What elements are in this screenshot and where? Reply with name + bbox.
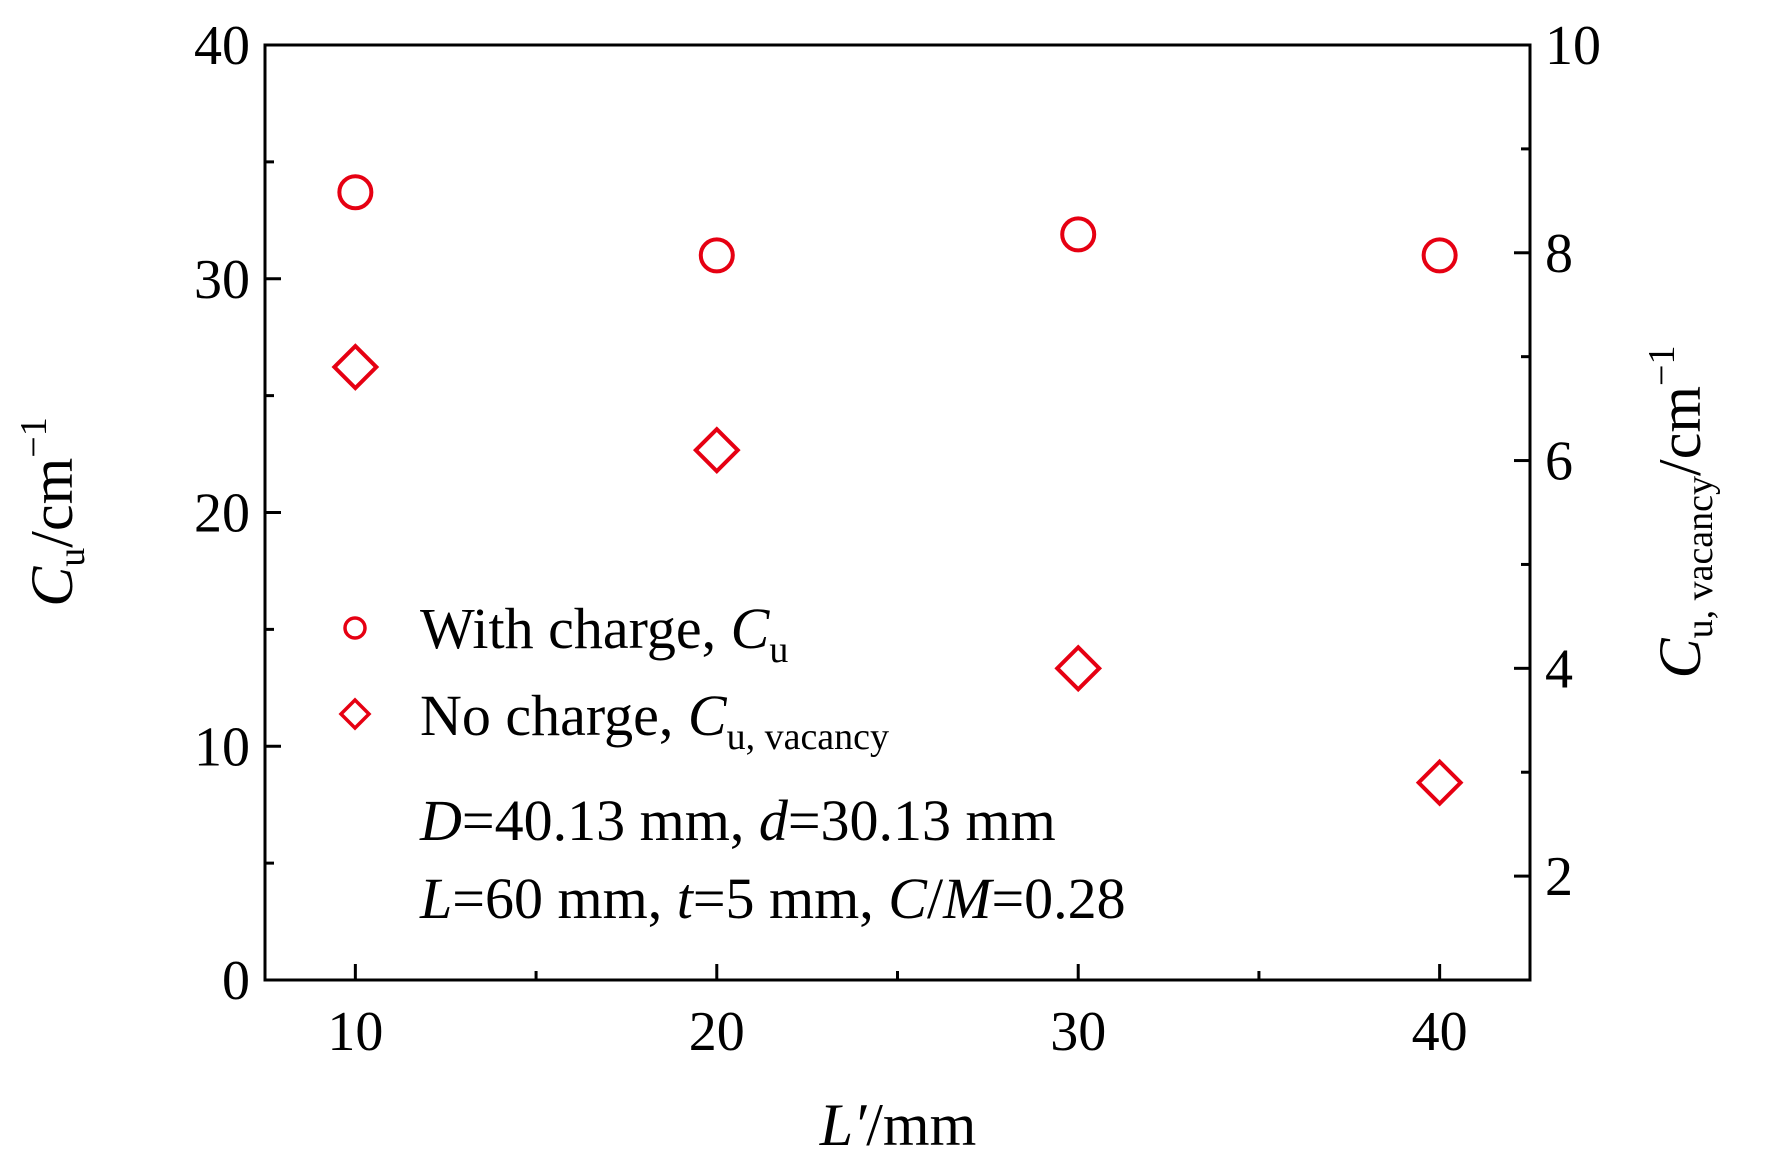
legend-label-no-charge: No charge, Cu, vacancy bbox=[420, 683, 889, 758]
point-with-charge bbox=[698, 237, 735, 274]
right-y-axis-title: Cu, vacancy/cm−1 bbox=[1641, 346, 1721, 679]
point-no-charge bbox=[1054, 644, 1103, 693]
y-left-tick-label: 40 bbox=[194, 15, 250, 77]
legend-circle-marker bbox=[343, 616, 367, 640]
point-with-charge bbox=[337, 174, 374, 211]
tick-labels: 10 20 30 40 0 10 20 30 40 2 4 6 8 10 bbox=[194, 15, 1601, 1063]
y-right-tick-label: 10 bbox=[1545, 15, 1601, 77]
point-with-charge bbox=[1060, 216, 1097, 253]
y-right-tick-label: 2 bbox=[1545, 846, 1573, 908]
x-axis-title: L′/mm bbox=[819, 1092, 977, 1158]
x-tick-label: 20 bbox=[689, 1001, 745, 1063]
legend-diamond-marker bbox=[338, 697, 372, 731]
y-left-tick-label: 10 bbox=[194, 716, 250, 778]
y-right-tick-label: 6 bbox=[1545, 431, 1573, 493]
annotation-parameters: L=60 mm, t=5 mm, C/M=0.28 bbox=[419, 866, 1126, 931]
point-no-charge bbox=[692, 426, 741, 474]
left-y-axis-title: Cu/cm−1 bbox=[13, 417, 93, 606]
y-left-tick-label: 30 bbox=[194, 249, 250, 311]
point-no-charge bbox=[331, 343, 380, 391]
data-markers bbox=[331, 174, 1464, 807]
legend: With charge, Cu No charge, Cu, vacancy bbox=[338, 596, 889, 758]
x-tick-label: 10 bbox=[327, 1001, 383, 1063]
y-left-tick-label: 0 bbox=[222, 950, 250, 1012]
y-right-tick-label: 8 bbox=[1545, 223, 1573, 285]
y-right-tick-label: 4 bbox=[1545, 638, 1573, 700]
y-left-tick-label: 20 bbox=[194, 483, 250, 545]
x-tick-label: 40 bbox=[1412, 1001, 1468, 1063]
point-no-charge bbox=[1415, 758, 1464, 807]
annotation-dimensions: D=40.13 mm, d=30.13 mm bbox=[419, 788, 1056, 853]
point-with-charge bbox=[1421, 237, 1458, 274]
legend-label-with-charge: With charge, Cu bbox=[420, 596, 788, 671]
x-tick-label: 30 bbox=[1050, 1001, 1106, 1063]
axis-ticks bbox=[265, 43, 1530, 982]
